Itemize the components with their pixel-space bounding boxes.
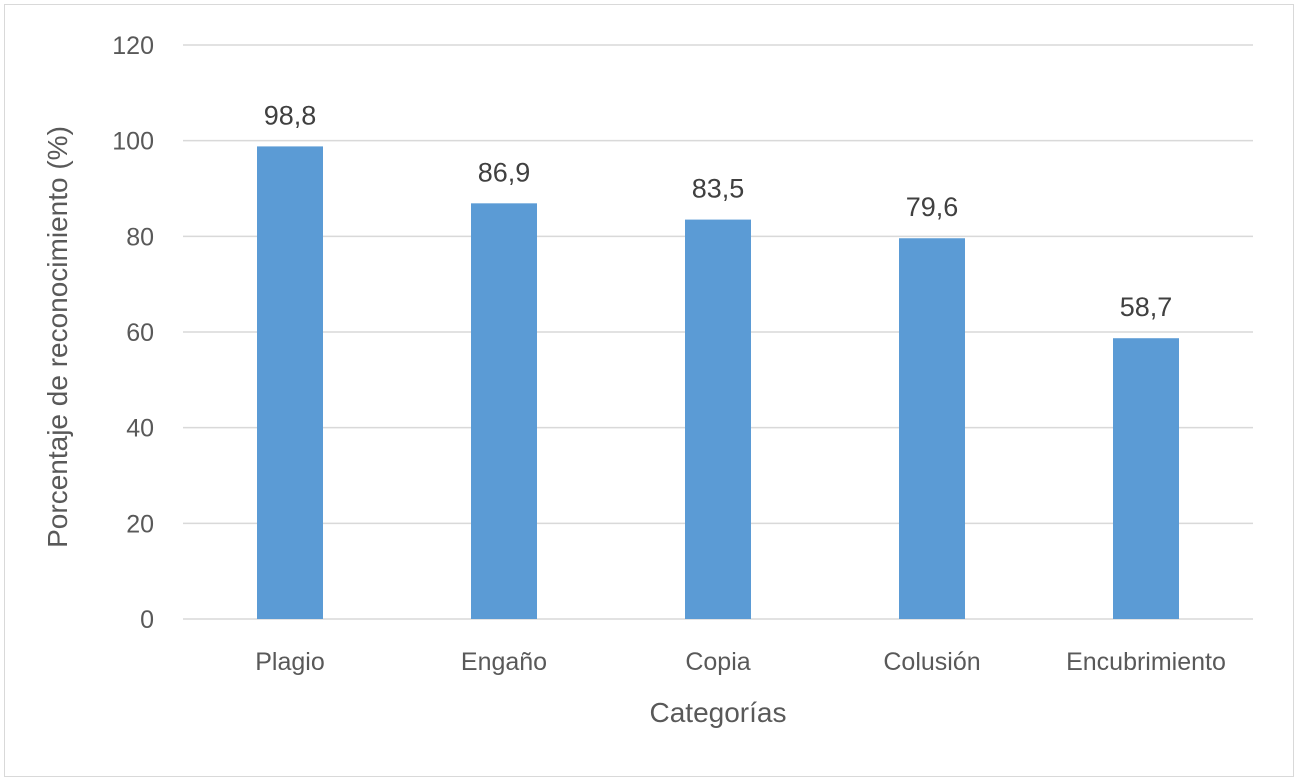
data-label: 58,7	[1120, 292, 1173, 322]
y-tick-label: 120	[112, 32, 154, 60]
y-axis-title: Porcentaje de reconocimiento (%)	[42, 126, 73, 548]
x-tick-label: Engaño	[461, 648, 547, 676]
data-label: 79,6	[906, 192, 959, 222]
x-tick-label: Colusión	[883, 648, 980, 676]
data-label: 98,8	[264, 100, 317, 130]
data-label: 86,9	[478, 157, 531, 187]
y-tick-label: 100	[112, 128, 154, 156]
y-tick-label: 20	[126, 510, 154, 538]
data-label: 83,5	[692, 174, 745, 204]
chart-frame	[4, 4, 1294, 777]
y-tick-label: 80	[126, 223, 154, 251]
bar	[685, 219, 751, 619]
x-tick-label: Encubrimiento	[1066, 648, 1226, 676]
x-tick-label: Plagio	[255, 648, 325, 676]
x-tick-labels: Plagio Engaño Copia Colusión Encubrimiento	[255, 648, 1226, 676]
x-tick-label: Copia	[685, 648, 750, 676]
y-tick-label: 60	[126, 319, 154, 347]
x-axis-title: Categorías	[650, 697, 787, 728]
data-labels: 98,8 86,9 83,5 79,6 58,7	[264, 100, 1173, 322]
bar	[471, 203, 537, 619]
y-tick-labels: 0 20 40 60 80 100 120	[112, 32, 154, 634]
y-tick-label: 0	[140, 606, 154, 634]
bar	[257, 146, 323, 619]
bar	[1113, 338, 1179, 619]
y-tick-label: 40	[126, 415, 154, 443]
bars	[257, 146, 1179, 619]
bar	[899, 238, 965, 619]
